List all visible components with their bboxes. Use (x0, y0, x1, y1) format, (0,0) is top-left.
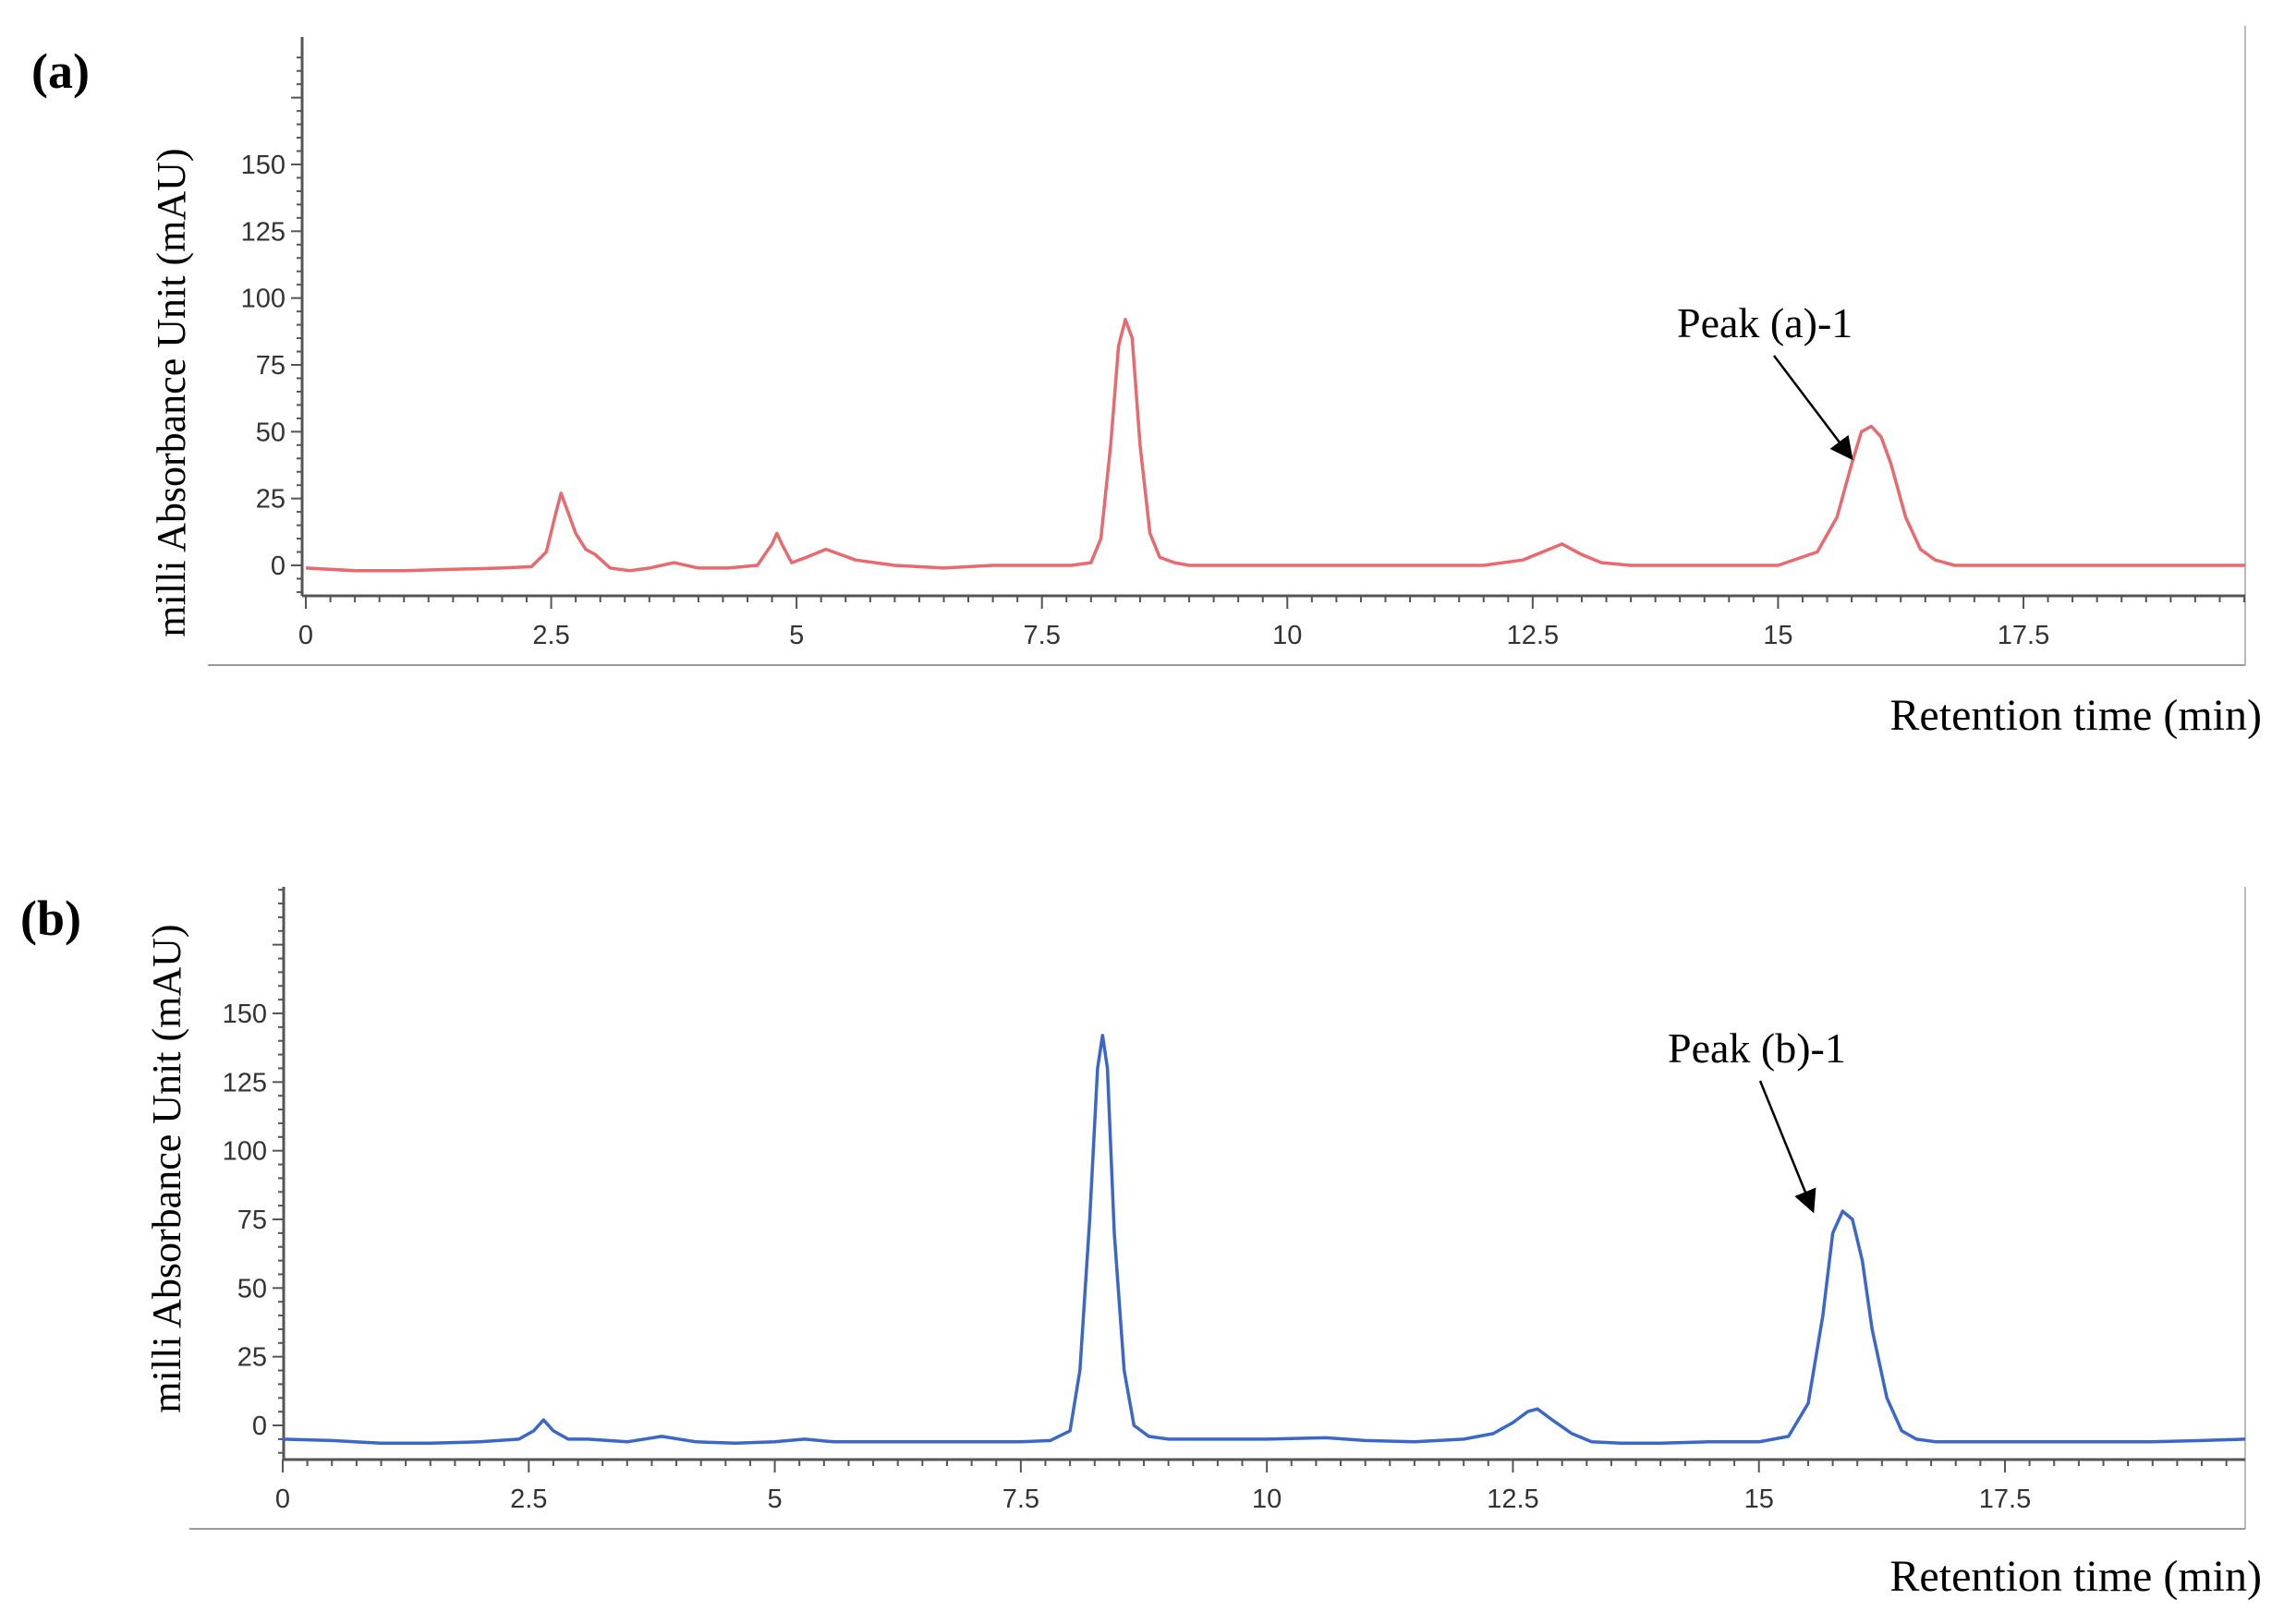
y-tick-label: 150 (241, 151, 286, 180)
chromatogram-panel-a: (a) 0 25 50 75 100 125 150 0 2.5 5 7.5 10 12.5 15 17.… (31, 26, 2262, 740)
y-tick-label: 100 (241, 285, 286, 314)
x-tick-label: 10 (1272, 621, 1302, 650)
chromatogram-panel-b: (b) 0 25 50 75 100 125 150 0 2.5 5 7.5 10 12.5 15 17.… (20, 887, 2262, 1601)
x-tick-label: 17.5 (1979, 1485, 2031, 1514)
x-tick-label: 12.5 (1507, 621, 1559, 650)
y-tick-label: 50 (256, 418, 286, 447)
x-tick-label: 10 (1252, 1485, 1282, 1514)
y-tick-label: 100 (223, 1137, 267, 1167)
y-tick-label: 125 (223, 1068, 267, 1097)
y-tick-label: 50 (237, 1274, 267, 1303)
y-axis-label: milli Absorbance Unit (mAU) (144, 924, 189, 1412)
x-axis-label: Retention time (min) (1889, 691, 2262, 740)
y-axis-ticks: 0 25 50 75 100 125 150 (223, 889, 284, 1454)
x-tick-label: 0 (298, 621, 313, 650)
peak-annotation-label: Peak (b)-1 (1668, 1024, 1846, 1072)
x-axis-ticks: 0 2.5 5 7.5 10 12.5 15 17.5 (275, 1460, 2228, 1514)
chromatogram-trace (305, 318, 2245, 573)
peak-annotation-arrow (1758, 1080, 1816, 1214)
x-axis-ticks: 0 2.5 5 7.5 10 12.5 15 17.5 (298, 596, 2246, 650)
x-tick-label: 15 (1763, 621, 1792, 650)
x-tick-label: 5 (789, 621, 804, 650)
y-tick-label: 0 (271, 551, 286, 581)
y-tick-label: 75 (256, 351, 286, 381)
x-tick-label: 2.5 (532, 621, 569, 650)
x-tick-label: 17.5 (1998, 621, 2049, 650)
chromatogram-trace (282, 1034, 2246, 1446)
y-tick-label: 0 (252, 1412, 267, 1441)
x-tick-label: 12.5 (1487, 1485, 1538, 1514)
y-tick-label: 150 (223, 1000, 267, 1029)
panel-label: (a) (31, 43, 90, 99)
y-axis-ticks: 0 25 50 75 100 125 150 (241, 56, 302, 593)
x-axis-label: Retention time (min) (1889, 1552, 2262, 1601)
peak-annotation-arrow (1773, 355, 1853, 461)
x-tick-label: 15 (1744, 1485, 1774, 1514)
peak-annotation-label: Peak (a)-1 (1677, 299, 1853, 346)
panel-label: (b) (20, 891, 81, 946)
x-tick-label: 7.5 (1002, 1485, 1039, 1514)
y-tick-label: 25 (237, 1343, 267, 1373)
x-tick-label: 0 (275, 1485, 290, 1514)
y-tick-label: 75 (237, 1206, 267, 1235)
y-tick-label: 25 (256, 485, 286, 515)
x-tick-label: 2.5 (510, 1485, 547, 1514)
y-axis-label: milli Absorbance Unit (mAU) (149, 148, 194, 636)
y-tick-label: 125 (241, 217, 286, 247)
x-tick-label: 5 (768, 1485, 783, 1514)
x-tick-label: 7.5 (1024, 621, 1061, 650)
